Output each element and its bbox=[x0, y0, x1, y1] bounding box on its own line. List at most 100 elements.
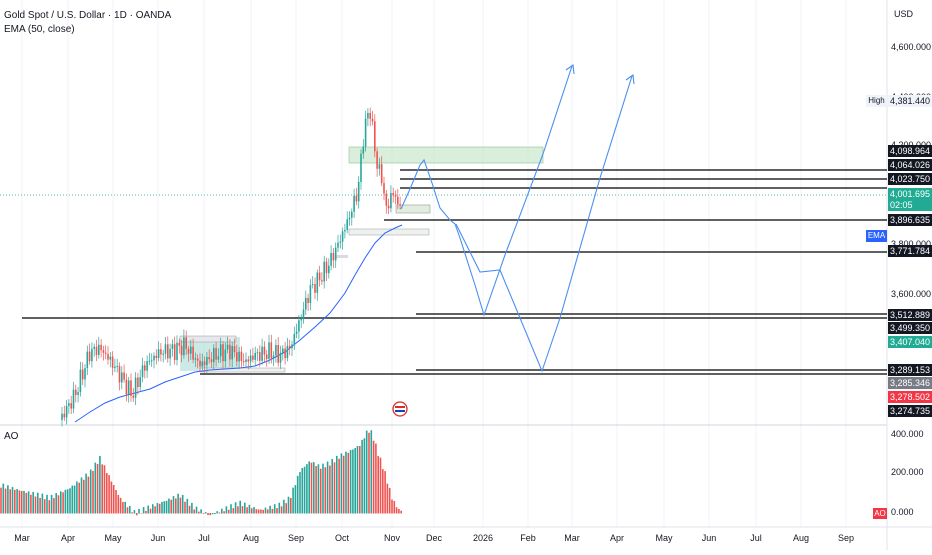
price-label: 4,023.750 bbox=[888, 173, 932, 185]
candle-body bbox=[176, 342, 178, 360]
candle-body bbox=[254, 352, 256, 360]
price-label: 4,001.695 bbox=[888, 188, 932, 200]
us-flag-stripe-icon bbox=[395, 406, 405, 408]
indicator-legend[interactable]: EMA (50, close) bbox=[4, 24, 75, 35]
candle-body bbox=[157, 349, 160, 358]
ao-bar bbox=[204, 512, 207, 514]
time-axis[interactable]: Mar Apr May Jun Jul Aug Sep Oct Nov Dec 2026 Feb Mar… bbox=[0, 528, 887, 550]
ao-bar bbox=[283, 499, 285, 514]
high-tag: High bbox=[866, 95, 887, 107]
projection-path-short[interactable] bbox=[400, 65, 573, 317]
ema-line[interactable] bbox=[74, 224, 403, 423]
candle-body bbox=[116, 365, 118, 367]
candle-body bbox=[180, 345, 183, 356]
candle-body bbox=[270, 342, 273, 359]
time-label: 2026 bbox=[472, 533, 494, 543]
projection-path-long[interactable] bbox=[455, 75, 633, 373]
ao-bar bbox=[306, 464, 308, 514]
time-label: Mar bbox=[14, 533, 30, 543]
consolidation-top-box[interactable] bbox=[179, 335, 237, 343]
candle-body bbox=[328, 265, 330, 274]
projection-arrow-head-short[interactable] bbox=[565, 64, 575, 75]
candle-body bbox=[65, 405, 68, 418]
ao-bar bbox=[142, 507, 145, 514]
ao-bar bbox=[193, 509, 195, 514]
candle-body bbox=[275, 344, 277, 356]
ao-bar bbox=[207, 513, 209, 516]
small-zone-1[interactable] bbox=[395, 204, 431, 214]
ao-bar bbox=[209, 513, 212, 516]
ao-bar bbox=[340, 453, 343, 514]
us-flag-event-icon[interactable] bbox=[392, 401, 408, 417]
candle-body bbox=[378, 164, 381, 169]
ao-bar bbox=[400, 510, 402, 514]
time-label: Dec bbox=[425, 533, 442, 543]
ao-bar bbox=[85, 473, 87, 514]
ao-bar bbox=[260, 509, 262, 514]
ao-bar bbox=[172, 496, 175, 514]
ao-bar bbox=[336, 455, 338, 514]
candle-body bbox=[104, 352, 107, 354]
small-zone-2[interactable] bbox=[348, 228, 430, 236]
time-label: May bbox=[655, 533, 673, 543]
ao-bar bbox=[179, 497, 182, 514]
candle-body bbox=[277, 344, 279, 363]
ao-bar bbox=[391, 499, 393, 514]
candle-body bbox=[321, 280, 323, 282]
supply-zone[interactable] bbox=[348, 146, 544, 164]
ao-bar bbox=[175, 498, 177, 514]
candle-body bbox=[348, 217, 351, 220]
ao-bar bbox=[375, 443, 377, 514]
projection-arrow-head-long[interactable] bbox=[625, 74, 635, 85]
time-label: Apr bbox=[609, 533, 624, 543]
candle-body bbox=[316, 272, 319, 293]
candle-body bbox=[288, 345, 291, 349]
ao-bar bbox=[398, 508, 400, 514]
ao-bar bbox=[239, 500, 241, 514]
price-label: 3,278.502 bbox=[888, 391, 932, 403]
ao-bar bbox=[257, 509, 260, 514]
ao-bar bbox=[0, 487, 2, 514]
symbol-title[interactable]: Gold Spot / U.S. Dollar · 1D · OANDA bbox=[4, 10, 172, 21]
minor-box[interactable] bbox=[336, 255, 348, 258]
candle-body bbox=[311, 284, 314, 286]
ao-bar bbox=[223, 511, 225, 514]
candle-body bbox=[61, 413, 63, 420]
candle-body bbox=[293, 333, 296, 345]
candle-body bbox=[298, 320, 300, 332]
candles[interactable] bbox=[61, 107, 401, 427]
time-label: Aug bbox=[242, 533, 259, 543]
ao-tick-200: 200.000 bbox=[891, 467, 924, 477]
candle-body bbox=[394, 195, 397, 197]
candle-body bbox=[252, 355, 254, 360]
ao-histogram[interactable] bbox=[0, 430, 402, 516]
ao-bar bbox=[145, 510, 147, 514]
price-axis[interactable]: USD 4,600.000 4,400.000 4,200.000 3,800.… bbox=[888, 0, 932, 527]
ao-bar bbox=[161, 501, 163, 514]
candle-body bbox=[95, 346, 98, 355]
ao-bar bbox=[317, 464, 320, 514]
candle-body bbox=[77, 392, 79, 395]
candle-body bbox=[291, 344, 293, 349]
ao-bar bbox=[211, 513, 214, 515]
ao-bar bbox=[64, 489, 67, 514]
candle-body bbox=[144, 365, 146, 371]
candle-body bbox=[155, 355, 158, 358]
candle-body bbox=[199, 360, 201, 367]
candle-body bbox=[263, 346, 266, 355]
candle-body bbox=[339, 241, 342, 243]
candle-body bbox=[256, 352, 259, 354]
ao-legend[interactable]: AO bbox=[4, 431, 19, 442]
ao-bar bbox=[329, 465, 331, 514]
ao-bar bbox=[181, 494, 184, 514]
ao-bar bbox=[202, 513, 205, 514]
candle-body bbox=[259, 352, 261, 361]
price-label: 3,499.350 bbox=[888, 322, 932, 334]
ao-bar bbox=[230, 504, 232, 514]
ao-bar bbox=[46, 494, 48, 514]
horizontal-levels[interactable] bbox=[22, 169, 887, 375]
candle-body bbox=[86, 351, 89, 369]
candle-body bbox=[146, 361, 148, 371]
